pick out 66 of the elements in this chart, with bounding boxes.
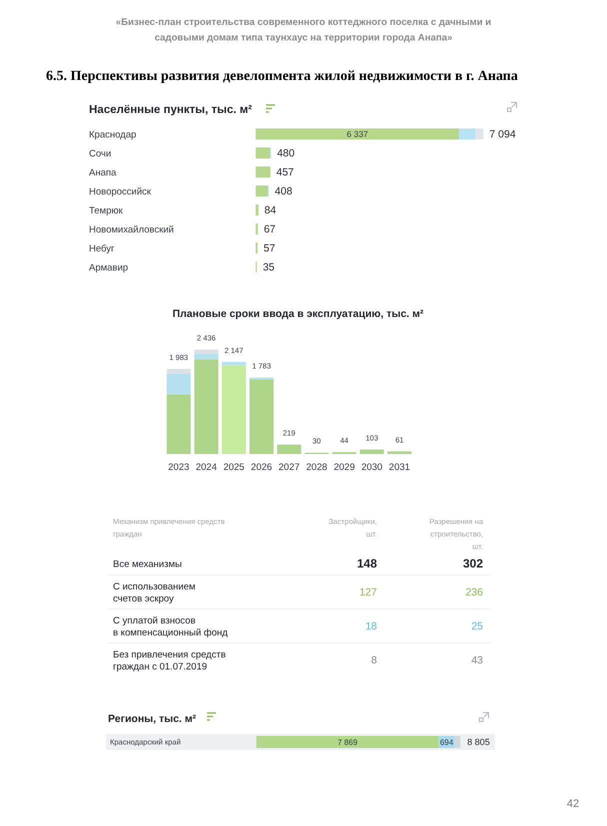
bar (459, 128, 476, 140)
data-label: 6 337 (346, 128, 368, 139)
chart-title: Плановые сроки ввода в эксплуатацию, тыс. м² (172, 308, 424, 320)
text: Регионы, тыс. м² (108, 713, 197, 725)
total-label: 408 (274, 186, 292, 198)
x-tick-label: 2028 (306, 462, 328, 473)
total-label: 480 (277, 148, 295, 160)
y-tick-label: Армавир (89, 262, 128, 274)
x-tick-label: 2026 (250, 462, 272, 473)
x-tick-label: 2024 (196, 462, 217, 473)
x-tick-label: 2025 (223, 462, 244, 473)
y-tick-label: Новомихайловский (89, 224, 174, 236)
data-label: 7 869 (337, 738, 358, 747)
category-label: Все механизмы (113, 558, 182, 570)
bar (166, 374, 191, 394)
x-tick-label: 2031 (388, 462, 410, 473)
data-label: 302 (462, 556, 484, 571)
y-tick-label: Сочи (89, 148, 112, 160)
chart-title: Населённые пункты, тыс. м² (89, 104, 252, 116)
bar (256, 148, 270, 158)
bar (222, 362, 246, 366)
text: 6.5. Перспективы развития девелопмента жилой недвижимости в г. Анапа (46, 69, 518, 84)
data-label: 148 (356, 556, 378, 571)
x-tick-label: 2023 (168, 462, 190, 473)
bar (360, 450, 384, 454)
bar (194, 350, 218, 354)
bar (166, 369, 191, 374)
category-label: Без привлечения средств граждан с 01.07.2019 (113, 649, 226, 672)
category-label: С использованием счетов эскроу (113, 581, 196, 604)
bar (166, 394, 191, 454)
data-label: 43 (471, 654, 484, 667)
total-label: 84 (264, 204, 276, 217)
data-label: 694 (440, 738, 454, 747)
y-tick-label: Анапа (89, 167, 118, 178)
bar (277, 444, 302, 454)
bar (256, 128, 460, 140)
x-tick-label: 2029 (334, 462, 355, 473)
text: «Бизнес-план строительства современного коттеджного поселка с дачными и садовыми домам типа таунхаус на территории города Анапа» (116, 17, 492, 44)
bar (476, 128, 484, 140)
data-label: 127 (359, 586, 378, 599)
data-label: 8 (371, 654, 378, 667)
data-label: 18 (365, 620, 378, 633)
x-tick-label: 2030 (361, 462, 382, 473)
data-label: 25 (471, 620, 484, 633)
x-tick-label: 2027 (278, 462, 300, 473)
total-label: 7 094 (489, 128, 516, 141)
total-label: 67 (264, 224, 276, 236)
text: 42 (566, 798, 580, 810)
bar (256, 186, 268, 196)
total-label: 35 (262, 262, 275, 274)
bar (194, 354, 218, 360)
bar (194, 359, 218, 454)
total-label: 57 (264, 242, 276, 255)
total-label: 457 (276, 166, 294, 179)
data-label: 236 (465, 586, 484, 599)
y-tick-label: Новороссийск (89, 186, 152, 198)
y-tick-label: Темрюк (89, 205, 124, 216)
bar (387, 451, 412, 454)
category-label: С уплатой взносов в компенсационный фонд (113, 615, 228, 638)
bar (256, 204, 258, 216)
bar (222, 365, 246, 454)
y-tick-label: Небуг (89, 243, 116, 254)
total-label: 8 805 (467, 737, 490, 748)
y-tick-label: Краснодар (89, 129, 136, 140)
bar (256, 166, 270, 178)
bar (249, 379, 274, 454)
